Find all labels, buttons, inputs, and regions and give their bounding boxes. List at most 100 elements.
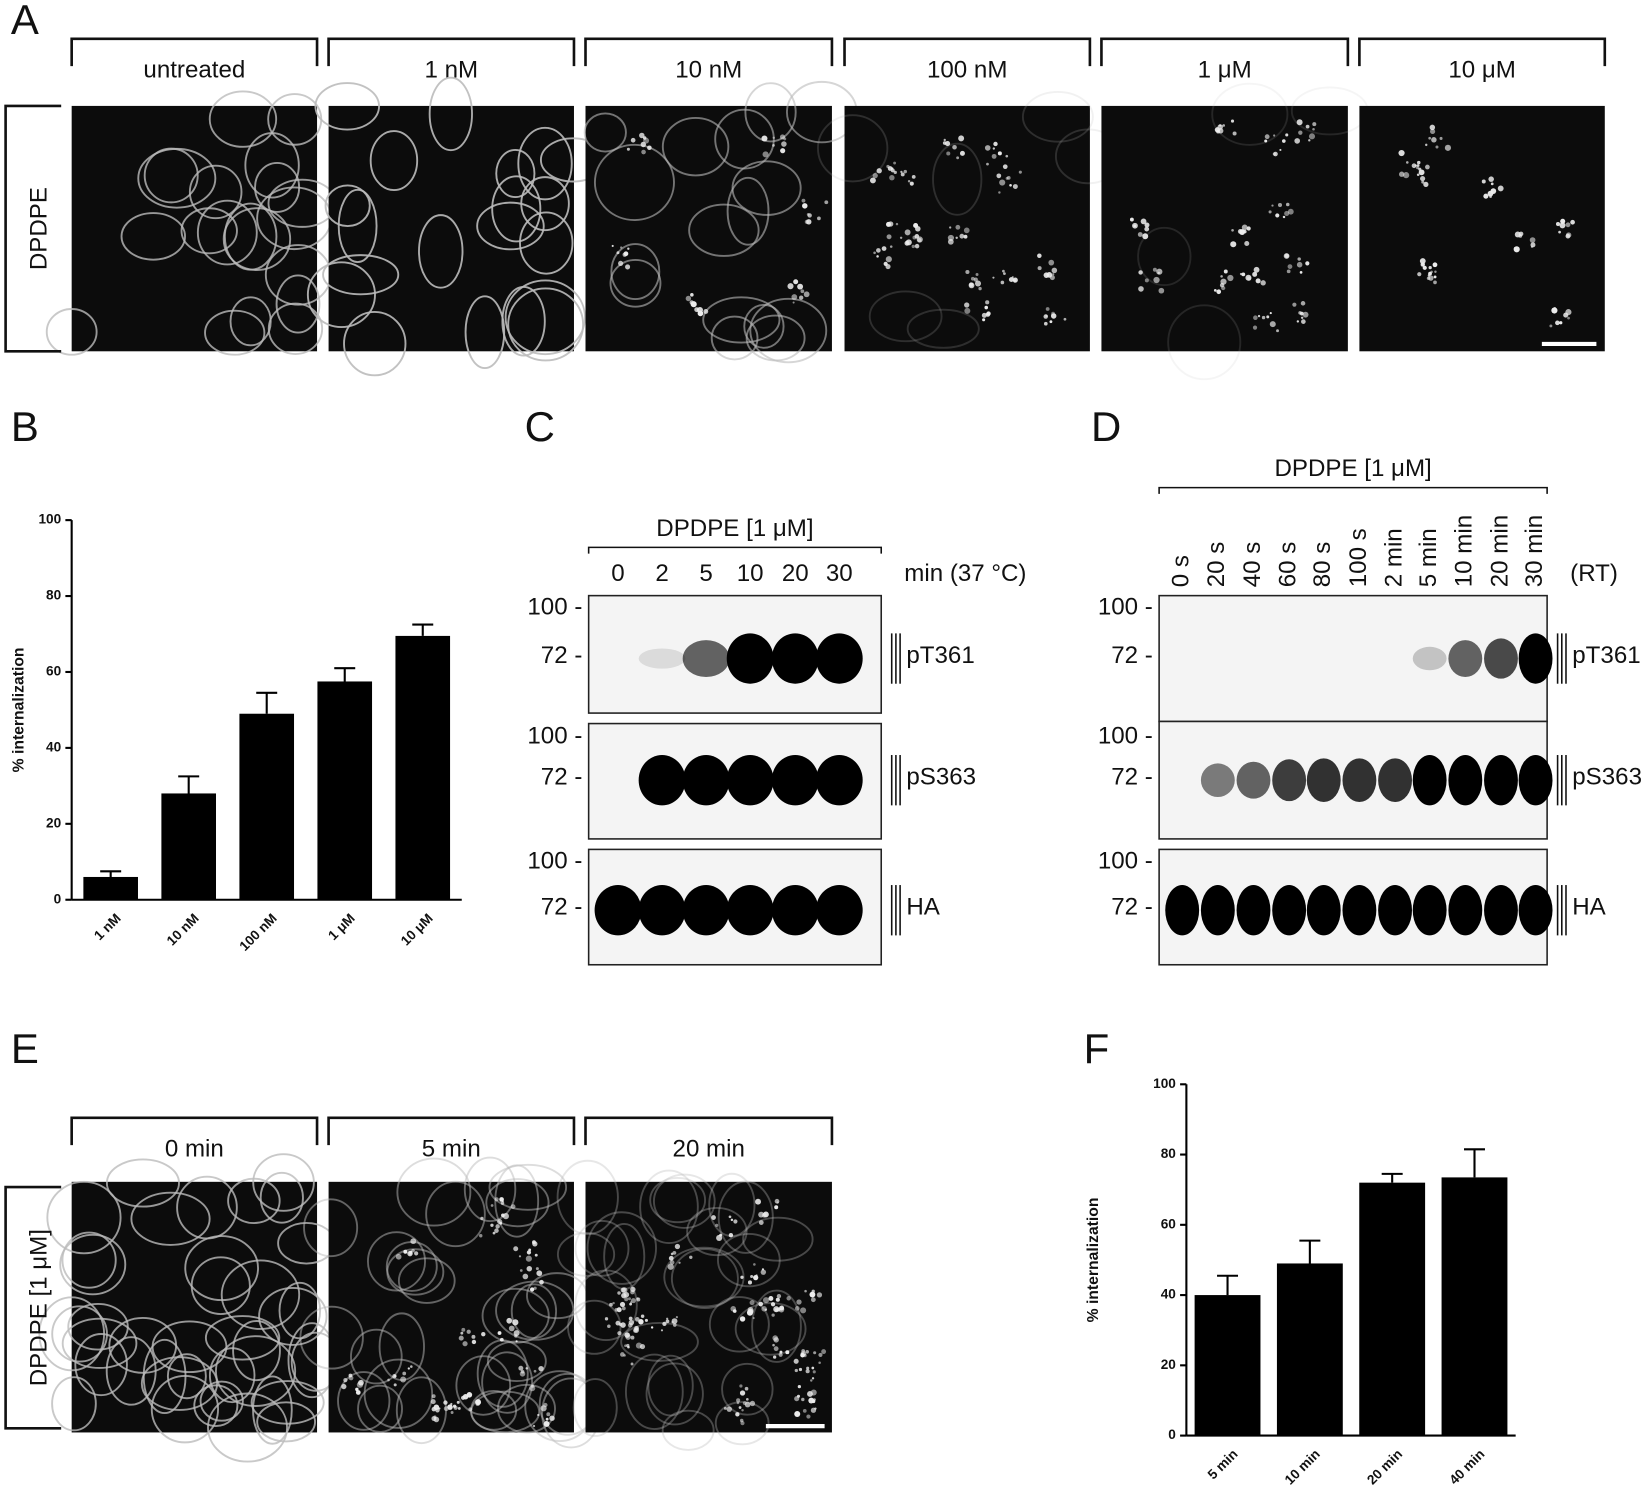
band — [594, 885, 642, 936]
cell-outline — [517, 126, 573, 201]
vesicle — [348, 1373, 353, 1378]
band — [1200, 763, 1235, 797]
vesicle — [549, 1415, 555, 1421]
cell-outline — [455, 1355, 512, 1416]
y-axis-label: % internalization — [10, 647, 27, 772]
vesicle — [1398, 149, 1405, 157]
vesicle — [532, 1424, 536, 1428]
vesicle — [1549, 324, 1553, 328]
vesicle — [763, 1211, 769, 1218]
vesicle — [799, 295, 804, 300]
cell-outline — [193, 1384, 239, 1427]
vesicle — [625, 264, 631, 270]
vesicle — [672, 1250, 677, 1255]
vesicle — [1555, 320, 1560, 326]
vesicle — [1405, 161, 1409, 164]
cell-outline — [188, 164, 243, 220]
vesicle — [801, 1397, 805, 1402]
vesicle — [1497, 185, 1504, 192]
vesicle — [1046, 272, 1053, 278]
vesicle — [818, 1361, 821, 1364]
band — [1342, 885, 1377, 936]
row-bracket — [4, 104, 62, 353]
vesicle — [525, 1367, 528, 1370]
vesicle — [1481, 179, 1486, 184]
vesicle — [810, 1297, 816, 1303]
vesicle — [749, 1300, 755, 1306]
vesicle — [787, 283, 794, 290]
cell-outline — [574, 1220, 630, 1277]
vesicle — [773, 1355, 777, 1359]
vesicle — [808, 1397, 815, 1404]
cell-outline — [357, 1384, 403, 1433]
vesicle — [1416, 166, 1420, 170]
vesicle — [1272, 152, 1276, 156]
cell-outline — [74, 1333, 128, 1397]
vesicle — [1423, 181, 1429, 187]
vesicle — [1435, 145, 1439, 149]
vesicle — [881, 246, 887, 251]
vesicle — [617, 1331, 622, 1336]
vesicle — [914, 243, 920, 249]
vesicle — [758, 1220, 764, 1225]
lane-label: 0 s — [1168, 555, 1195, 587]
cell-outline — [1021, 90, 1094, 143]
vesicle — [499, 1222, 503, 1225]
band — [1448, 885, 1483, 936]
band — [1378, 758, 1412, 803]
vesicle — [510, 1204, 516, 1209]
band — [638, 885, 686, 936]
vesicle — [627, 1345, 630, 1349]
vesicle — [796, 1394, 801, 1398]
vesicle — [627, 1322, 633, 1328]
band — [1518, 755, 1553, 806]
band — [1484, 638, 1518, 679]
mw-marker: 100 - — [527, 723, 582, 750]
vesicle — [519, 1269, 523, 1272]
vesicle — [775, 1297, 780, 1302]
vesicle — [546, 1412, 551, 1417]
vesicle — [456, 1400, 460, 1404]
cell-outline — [208, 90, 278, 148]
lane-label: 20 s — [1203, 542, 1230, 588]
band — [815, 755, 863, 806]
band — [1272, 759, 1307, 802]
vesicle — [1428, 136, 1432, 140]
vesicle — [1567, 316, 1570, 320]
vesicle — [817, 216, 821, 221]
vesicle — [475, 1399, 482, 1406]
vesicle — [760, 1269, 767, 1275]
vesicle — [1144, 278, 1149, 283]
x-tick-label: 10 min — [1282, 1446, 1323, 1487]
vesicle — [785, 1350, 790, 1355]
vesicle — [458, 1335, 464, 1341]
vesicle — [1241, 272, 1246, 277]
cell-outline — [476, 201, 545, 251]
vesicle — [761, 135, 768, 142]
vesicle — [1138, 270, 1143, 275]
vesicle — [1153, 276, 1160, 284]
vesicle — [886, 221, 892, 227]
cell-outline — [734, 1302, 807, 1356]
vesicle — [499, 1197, 504, 1202]
cell-outline — [45, 308, 98, 356]
cell-outline — [204, 309, 266, 356]
vesicle — [1268, 210, 1272, 214]
vesicle — [356, 1381, 364, 1388]
cell-outline — [1167, 304, 1242, 381]
vesicle — [1230, 119, 1235, 123]
cell-outline — [481, 1351, 534, 1414]
vesicle — [1411, 163, 1417, 169]
vesicle — [644, 1318, 648, 1322]
vesicle — [1490, 182, 1494, 186]
vesicle — [614, 1307, 619, 1312]
vesicle — [1283, 253, 1290, 259]
error-bar — [1299, 1239, 1321, 1264]
vesicle — [538, 1365, 544, 1372]
vesicle — [1129, 217, 1134, 222]
cell-outline — [61, 1231, 117, 1289]
vesicle — [452, 1404, 457, 1408]
vesicle — [1312, 127, 1315, 131]
y-tick-label: 40 — [1161, 1287, 1177, 1302]
vesicle — [1142, 233, 1149, 240]
